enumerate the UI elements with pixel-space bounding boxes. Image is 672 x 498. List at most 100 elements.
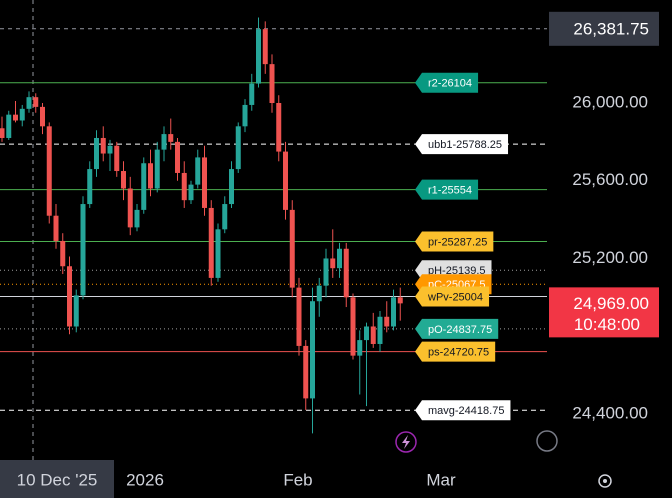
candle-body [87,169,93,205]
candle-body [337,248,342,269]
candle-body [229,169,234,205]
candle-body [283,151,288,210]
candle-body [323,258,329,286]
level-label-box [415,231,494,252]
candle-body [350,297,356,356]
candle-body [188,184,194,201]
candle-body [67,266,72,327]
level-label: mavg-24418.75 [428,405,504,417]
level-label: r1-25554 [428,185,472,197]
last-price-label: 24,969.00 [573,294,649,313]
level-label: pr-25287.25 [428,236,487,248]
candle-body [114,145,120,172]
candle-body [168,134,174,142]
candle-body [60,240,66,267]
candle-body [310,301,315,399]
x-tick-label: Mar [426,470,456,489]
candle-body [296,287,302,346]
candle-body [215,229,221,278]
candle-body [161,134,167,150]
candle-body [181,172,187,201]
y-tick-label: 25,200.00 [572,248,648,267]
crosshair-time-box [0,460,114,498]
candle-body [276,102,282,152]
candle-body [242,104,248,127]
candle-body [303,345,309,399]
settings-icon[interactable] [598,474,612,488]
candle-body [391,297,396,327]
candle-body [269,64,275,103]
candle-body [195,157,201,185]
scroll-icon[interactable] [536,430,558,452]
level-label: ubb1-25788.25 [428,139,502,151]
candle-body [256,29,261,84]
candle-body [343,248,349,298]
candle-body [94,137,99,170]
candle-body [127,188,133,228]
y-tick-label: 24,400.00 [572,403,648,422]
level-label-box [415,400,511,421]
candle-body [316,285,322,302]
candle-body [249,83,255,105]
level-label-box [415,341,496,362]
x-tick-label: Feb [283,470,312,489]
crosshair-price-box [549,11,659,46]
y-tick-label: 26,000.00 [572,92,648,111]
candle-body [262,29,268,65]
level-label: pH-25139.5 [428,265,486,277]
candle-body [33,97,39,107]
level-label-box [415,318,499,339]
x-tick-label: 2026 [126,470,164,489]
candle-body [13,114,18,121]
candle-body [19,108,25,121]
candle-body [107,145,113,154]
candle-body [202,157,207,208]
alert-icon[interactable] [395,431,417,453]
candle-body [0,128,5,138]
level-label: wPv-25004 [427,291,483,303]
candle-body [289,209,295,288]
candle-body [53,215,59,241]
last-price-box [549,287,659,338]
candle-body [154,149,160,189]
candle-body [397,297,403,304]
level-label: ps-24720.75 [428,347,489,359]
y-tick-label: 25,600.00 [572,170,648,189]
countdown-label: 10:48:00 [574,315,640,334]
candle-body [6,114,12,138]
candle-body [370,326,376,344]
candle-body [377,316,383,344]
candle-body [26,97,32,109]
level-label-box [415,134,509,155]
plot-area: r2-26104 ubb1-25788.25 r1-25554 pr-25287.25… [0,0,547,460]
candle-body [357,340,363,356]
level-label: r2-26104 [428,78,472,90]
level-label-box [415,179,479,200]
time-axis: 10 Dec '25 2026 Feb Mar [0,460,456,498]
crosshair-price-label: 26,381.75 [573,19,649,38]
candle-body [208,207,214,278]
candle-body [134,209,140,228]
candle-body [330,258,336,269]
candle-body [148,163,153,189]
x-tick-label: 10 Dec '25 [17,470,98,489]
candle-body [175,141,180,173]
level-label-box [415,72,479,93]
candle-body [80,204,86,296]
candle-body [73,295,79,327]
candle-body [364,326,369,341]
price-axis: 26,000.00 25,600.00 25,200.00 24,400.00 26,3… [549,11,659,422]
candle-body [222,204,228,230]
candle-body [384,316,390,327]
level-label: pO-24837.75 [428,324,492,336]
candle-body [40,106,45,127]
candle-body [100,137,106,154]
candle-body [121,171,126,189]
candle-body [141,163,147,210]
candle-body [46,126,52,216]
candle-body [235,126,241,170]
level-label-box [415,286,490,307]
